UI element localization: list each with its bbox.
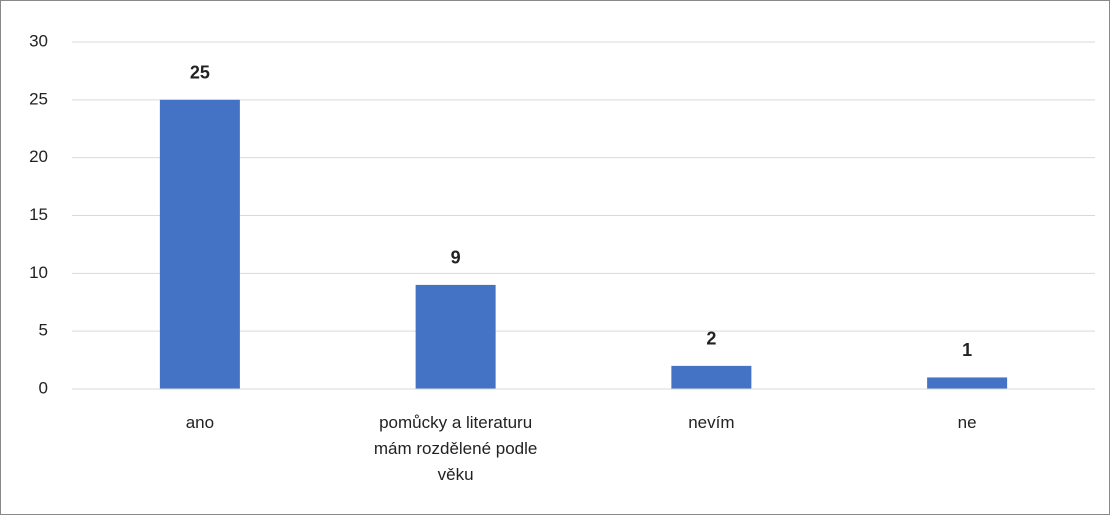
y-tick-label: 10 [29, 263, 48, 282]
y-tick-label: 5 [39, 321, 48, 340]
bar [927, 377, 1008, 389]
data-label: 25 [190, 63, 210, 83]
data-label: 1 [962, 340, 972, 360]
x-tick-label: ano [186, 413, 214, 432]
bar [159, 99, 240, 389]
y-tick-label: 15 [29, 205, 48, 224]
y-tick-label: 25 [29, 89, 48, 108]
data-label: 2 [706, 329, 716, 349]
bar [415, 284, 496, 389]
y-tick-label: 20 [29, 147, 48, 166]
data-label: 9 [451, 248, 461, 268]
y-tick-label: 0 [39, 378, 48, 397]
y-tick-label: 30 [29, 31, 48, 50]
bar [671, 365, 752, 389]
x-tick-label: ne [958, 413, 977, 432]
x-tick-label: nevím [688, 413, 734, 432]
x-tick-label: pomůcky a literaturu mám rozdělené podle v… [374, 413, 537, 484]
